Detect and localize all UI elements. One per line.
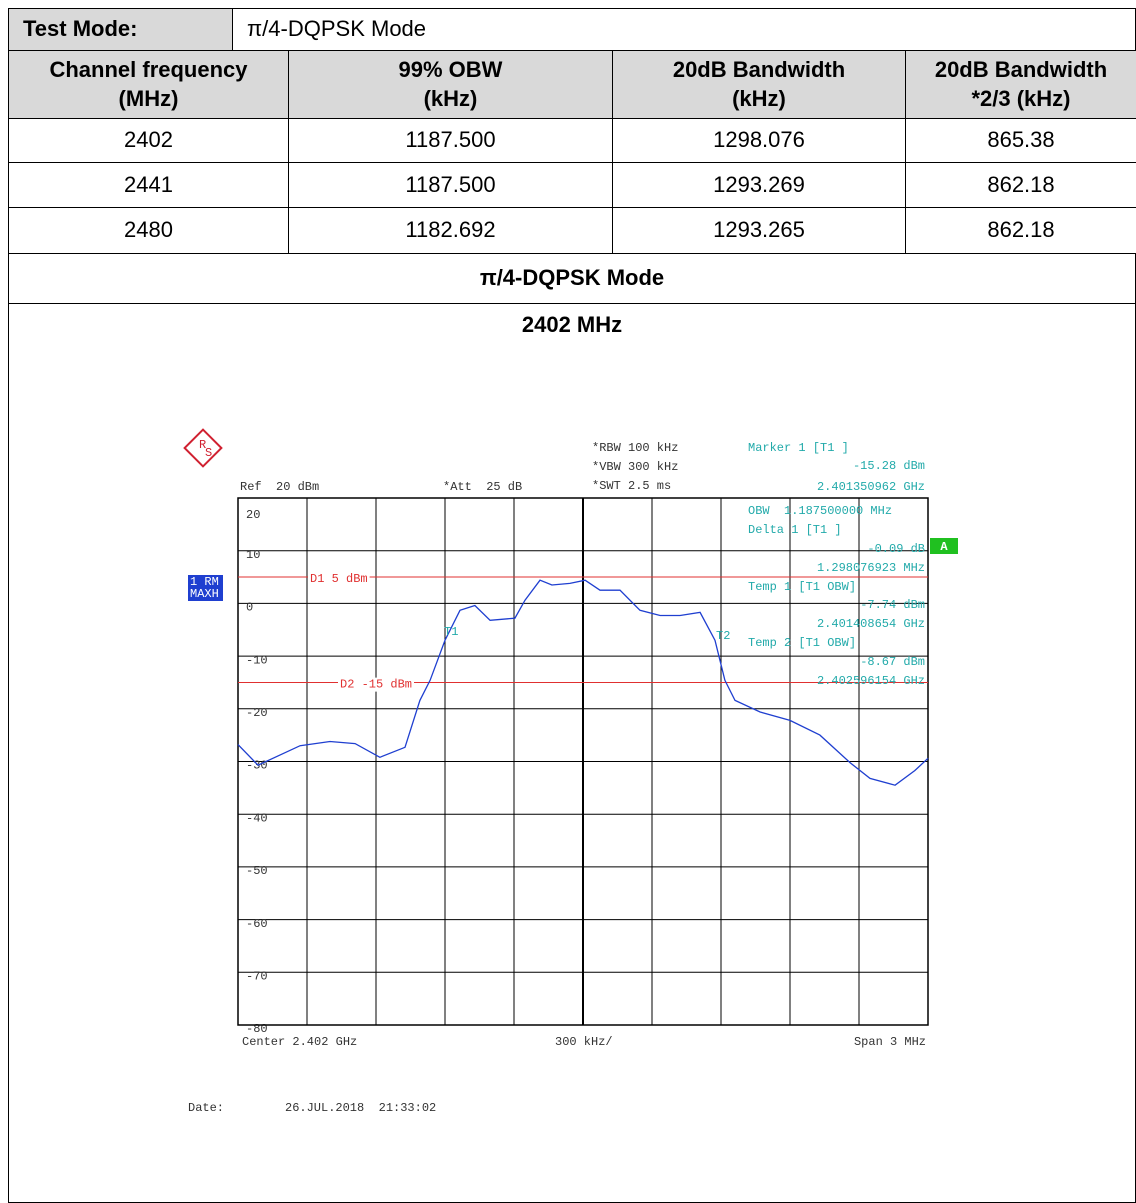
y-tick-label: 20 <box>246 508 260 522</box>
label-bg <box>308 572 370 587</box>
marker-info: Delta 1 [T1 ] <box>748 523 842 537</box>
y-tick-label: 0 <box>246 601 253 615</box>
header-cell: 20dB Bandwidth *2/3 (kHz) <box>905 50 1136 119</box>
plot-frame <box>237 497 929 1026</box>
setting: *Att 25 dB <box>443 480 522 494</box>
header-cell: 20dB Bandwidth (kHz) <box>612 50 906 119</box>
badge-text: A <box>940 540 948 554</box>
trace-badge-text: MAXH <box>190 587 219 601</box>
date: 26.JUL.2018 21:33:02 <box>285 1101 436 1115</box>
y-tick-label: -30 <box>246 759 268 773</box>
y-tick-label: -10 <box>246 653 268 667</box>
marker-info: -8.67 dBm <box>860 655 925 669</box>
footer-text: Center 2.402 GHz <box>242 1035 357 1049</box>
marker-info: -15.28 dBm <box>853 459 925 473</box>
badge-box <box>930 538 958 554</box>
setting: *VBW 300 kHz <box>592 460 678 474</box>
header-cell: 99% OBW (kHz) <box>288 50 613 119</box>
y-tick-label: -50 <box>246 864 268 878</box>
marker-info: 2.402596154 GHz <box>817 674 925 688</box>
marker-info: OBW 1.187500000 MHz <box>748 504 892 518</box>
date-label: Date: <box>188 1101 224 1115</box>
channel: 2402 MHz <box>521 311 623 337</box>
setting: *SWT 2.5 ms <box>592 479 671 493</box>
trace-badge <box>188 575 223 601</box>
svg-text:R: R <box>199 438 206 452</box>
footer-text: 300 kHz/ <box>555 1035 613 1049</box>
footer-text: Span 3 MHz <box>854 1035 926 1049</box>
y-tick-label: -70 <box>246 969 268 983</box>
test-mode-label: Test Mode: <box>8 8 233 51</box>
header-cell: Channel frequency (MHz) <box>8 50 289 119</box>
marker-info: 2.401350962 GHz <box>817 480 925 494</box>
trace-badge-text: 1 RM <box>190 575 219 589</box>
marker-info: Marker 1 [T1 ] <box>748 441 849 455</box>
marker-info: -7.74 dBm <box>860 598 925 612</box>
logo: RS <box>183 428 223 468</box>
marker-info: 1.298076923 MHz <box>817 561 925 575</box>
y-tick-label: -40 <box>246 811 268 825</box>
y-tick-label: 10 <box>246 548 260 562</box>
marker-info: Temp 2 [T1 OBW] <box>748 636 856 650</box>
marker-info: -0.09 dB <box>867 542 925 556</box>
display-line-label: D1 5 dBm <box>310 572 368 586</box>
setting: Ref 20 dBm <box>240 480 319 494</box>
display-line-label: D2 -15 dBm <box>340 678 412 692</box>
marker-label: T2 <box>716 629 730 643</box>
trace <box>237 579 929 786</box>
marker-info: Temp 1 [T1 OBW] <box>748 580 856 594</box>
marker-label: T1 <box>444 625 458 639</box>
y-tick-label: -20 <box>246 706 268 720</box>
svg-text:S: S <box>205 446 212 460</box>
setting: *RBW 100 kHz <box>592 441 678 455</box>
marker-info: 2.401408654 GHz <box>817 617 925 631</box>
y-tick-label: -60 <box>246 917 268 931</box>
label-bg <box>338 677 415 692</box>
